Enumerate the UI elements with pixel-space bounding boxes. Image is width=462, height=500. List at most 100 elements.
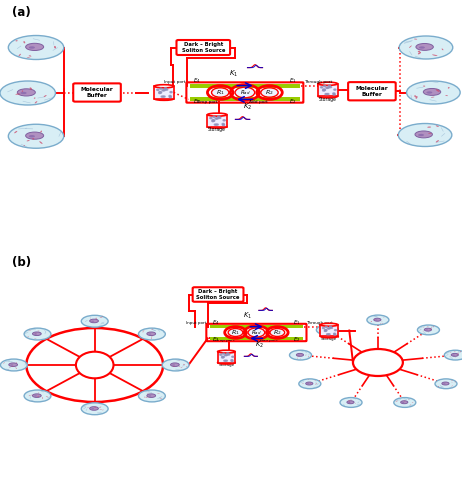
Circle shape [235,87,255,98]
Ellipse shape [355,403,356,404]
Text: Molecular: Molecular [81,87,113,92]
Text: $R_2$: $R_2$ [265,88,274,97]
Circle shape [222,124,225,126]
Circle shape [328,328,330,329]
Text: Molecular: Molecular [356,86,388,91]
Circle shape [353,349,403,376]
Circle shape [169,96,171,98]
Circle shape [270,328,285,336]
Circle shape [226,354,228,356]
Ellipse shape [423,88,441,96]
Text: $R_{ad}$: $R_{ad}$ [251,328,262,337]
Circle shape [228,328,243,336]
Circle shape [325,326,327,328]
Text: $R_1$: $R_1$ [216,88,225,97]
Ellipse shape [398,124,452,146]
Bar [189,84,300,87]
Circle shape [227,353,229,354]
Ellipse shape [81,316,108,327]
Ellipse shape [24,390,51,402]
Text: Soliton Source: Soliton Source [182,48,225,52]
Circle shape [215,118,217,119]
Ellipse shape [315,380,316,381]
Text: Through port: Through port [304,80,332,84]
Text: $E_2$: $E_2$ [293,335,301,344]
Text: Drop port: Drop port [215,338,235,342]
Ellipse shape [27,56,31,58]
Ellipse shape [29,46,35,48]
Ellipse shape [28,336,29,337]
Circle shape [159,92,162,93]
Text: Dark – Bright: Dark – Bright [199,289,237,294]
Ellipse shape [410,404,411,406]
Circle shape [216,118,219,119]
Ellipse shape [46,396,49,398]
Circle shape [328,328,329,329]
Ellipse shape [401,401,408,404]
Text: $R_1$: $R_1$ [231,328,240,337]
Ellipse shape [299,379,321,388]
Ellipse shape [436,140,439,142]
Circle shape [333,94,335,95]
Bar [318,84,338,96]
Text: $E_3$: $E_3$ [194,96,201,106]
FancyBboxPatch shape [348,82,396,100]
Ellipse shape [418,50,420,52]
Text: Through port: Through port [306,321,333,325]
Ellipse shape [431,96,434,98]
Text: Drop port: Drop port [196,100,217,103]
Text: Soliton Source: Soliton Source [196,294,240,300]
Ellipse shape [323,328,330,331]
Ellipse shape [76,352,114,378]
Ellipse shape [452,354,455,356]
Ellipse shape [139,390,165,402]
Circle shape [161,96,164,97]
Text: Storage: Storage [219,363,234,367]
Ellipse shape [179,366,180,367]
Ellipse shape [297,354,304,356]
Ellipse shape [31,394,32,396]
Ellipse shape [32,332,41,336]
Circle shape [213,120,215,121]
Circle shape [165,89,168,90]
Ellipse shape [336,331,337,332]
Ellipse shape [414,95,416,97]
Circle shape [328,334,330,335]
Circle shape [334,89,336,90]
Ellipse shape [162,359,189,371]
Ellipse shape [32,138,34,140]
Circle shape [334,334,336,335]
Ellipse shape [298,354,300,356]
Text: $K_2$: $K_2$ [255,340,263,350]
Ellipse shape [404,401,405,402]
Ellipse shape [348,402,351,403]
Circle shape [225,354,226,356]
Ellipse shape [139,328,165,340]
Ellipse shape [423,327,425,328]
Ellipse shape [458,352,459,354]
Ellipse shape [316,325,338,335]
Ellipse shape [300,358,301,359]
Ellipse shape [306,382,313,385]
Ellipse shape [90,406,98,410]
Ellipse shape [436,126,439,127]
Ellipse shape [183,364,185,365]
Ellipse shape [24,145,25,146]
FancyBboxPatch shape [193,287,243,302]
Ellipse shape [152,329,153,330]
Ellipse shape [428,133,432,134]
Ellipse shape [442,382,449,385]
Circle shape [329,86,332,88]
Ellipse shape [414,38,417,40]
Ellipse shape [402,402,404,403]
Text: $E_3$: $E_3$ [212,335,220,344]
Ellipse shape [436,89,440,92]
Ellipse shape [218,361,235,364]
Ellipse shape [426,92,432,94]
Ellipse shape [423,331,424,332]
Ellipse shape [218,350,235,353]
Circle shape [323,89,325,90]
Ellipse shape [0,81,55,105]
Ellipse shape [438,386,439,387]
Ellipse shape [394,398,416,407]
